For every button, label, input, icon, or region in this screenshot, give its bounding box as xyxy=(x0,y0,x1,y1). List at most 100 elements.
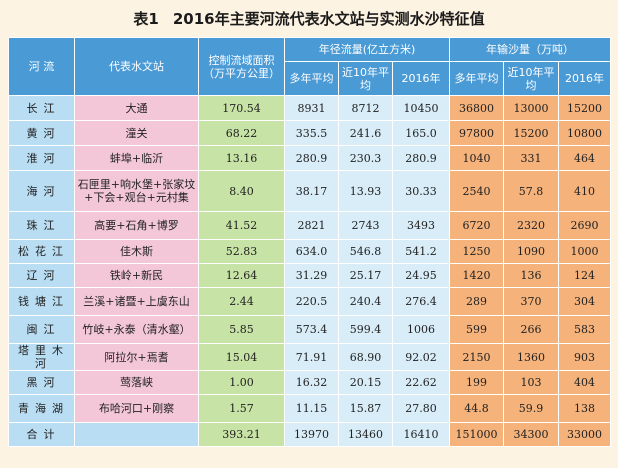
runoff-2016: 3493 xyxy=(392,211,450,240)
basin-area: 52.83 xyxy=(198,239,285,264)
table-row: 黑河 莺落峡 1.00 16.32 20.15 22.62 199 103 40… xyxy=(8,370,612,395)
basin-area: 13.16 xyxy=(198,145,285,171)
header-sediment-2016: 2016年 xyxy=(557,61,612,96)
sediment-avg: 44.8 xyxy=(449,394,504,423)
runoff-10yr: 20.15 xyxy=(338,370,393,395)
sediment-10yr: 136 xyxy=(503,263,559,288)
basin-area: 1.00 xyxy=(198,370,285,395)
runoff-avg: 2821 xyxy=(284,211,339,240)
runoff-10yr: 8712 xyxy=(338,95,393,121)
runoff-avg: 11.15 xyxy=(284,394,339,423)
header-sediment: 年输沙量（万吨） xyxy=(448,37,612,62)
header-river: 河 流 xyxy=(8,37,75,96)
sediment-avg: 36800 xyxy=(449,95,504,121)
sediment-avg: 1040 xyxy=(449,145,504,171)
station-name: 潼关 xyxy=(74,120,199,146)
runoff-avg: 8931 xyxy=(284,95,339,121)
sediment-2016: 410 xyxy=(557,170,612,212)
river-name: 钱塘江 xyxy=(8,287,75,316)
station-name: 布哈河口+刚察 xyxy=(74,394,199,423)
station-name: 石匣里+响水堡+张家坟+下会+观台+元村集 xyxy=(74,170,199,212)
station-name: 兰溪+诸暨+上虞东山 xyxy=(74,287,199,316)
runoff-avg: 16.32 xyxy=(284,370,339,395)
total-sediment-10yr: 34300 xyxy=(503,422,559,447)
river-name: 淮河 xyxy=(8,145,75,171)
sediment-avg: 97800 xyxy=(449,120,504,146)
sediment-10yr: 59.9 xyxy=(503,394,559,423)
table-row: 辽河 铁岭+新民 12.64 31.29 25.17 24.95 1420 13… xyxy=(8,263,612,288)
sediment-2016: 138 xyxy=(557,394,612,423)
river-name: 塔里木河 xyxy=(8,343,75,371)
sediment-avg: 1420 xyxy=(449,263,504,288)
runoff-avg: 220.5 xyxy=(284,287,339,316)
sediment-10yr: 1360 xyxy=(503,343,559,371)
sediment-10yr: 103 xyxy=(503,370,559,395)
sediment-avg: 199 xyxy=(449,370,504,395)
basin-area: 41.52 xyxy=(198,211,285,240)
runoff-10yr: 240.4 xyxy=(338,287,393,316)
runoff-10yr: 13.93 xyxy=(338,170,393,212)
sediment-avg: 1250 xyxy=(449,239,504,264)
total-sediment-2016: 33000 xyxy=(557,422,612,447)
total-runoff-2016: 16410 xyxy=(392,422,450,447)
river-name: 闽江 xyxy=(8,315,75,344)
sediment-avg: 2150 xyxy=(449,343,504,371)
sediment-2016: 15200 xyxy=(557,95,612,121)
runoff-2016: 27.80 xyxy=(392,394,450,423)
total-row: 合计 393.21 13970 13460 16410 151000 34300… xyxy=(8,422,612,447)
basin-area: 15.04 xyxy=(198,343,285,371)
sediment-2016: 304 xyxy=(557,287,612,316)
header-sediment-10yr: 近10年平均 xyxy=(503,61,559,96)
runoff-avg: 280.9 xyxy=(284,145,339,171)
basin-area: 8.40 xyxy=(198,170,285,212)
runoff-2016: 10450 xyxy=(392,95,450,121)
river-name: 长江 xyxy=(8,95,75,121)
total-runoff-avg: 13970 xyxy=(284,422,339,447)
basin-area: 170.54 xyxy=(198,95,285,121)
table-row: 长江 大通 170.54 8931 8712 10450 36800 13000… xyxy=(8,95,612,121)
runoff-2016: 24.95 xyxy=(392,263,450,288)
table-number: 表1 xyxy=(133,10,159,28)
river-name: 青海湖 xyxy=(8,394,75,423)
total-area: 393.21 xyxy=(198,422,285,447)
sediment-2016: 404 xyxy=(557,370,612,395)
station-name: 阿拉尔+焉耆 xyxy=(74,343,199,371)
runoff-avg: 38.17 xyxy=(284,170,339,212)
table-row: 青海湖 布哈河口+刚察 1.57 11.15 15.87 27.80 44.8 … xyxy=(8,394,612,423)
runoff-2016: 92.02 xyxy=(392,343,450,371)
total-runoff-10yr: 13460 xyxy=(338,422,393,447)
runoff-avg: 573.4 xyxy=(284,315,339,344)
runoff-avg: 634.0 xyxy=(284,239,339,264)
station-name: 大通 xyxy=(74,95,199,121)
station-name: 佳木斯 xyxy=(74,239,199,264)
sediment-2016: 2690 xyxy=(557,211,612,240)
total-label: 合计 xyxy=(8,422,75,447)
table-caption: 2016年主要河流代表水文站与实测水沙特征值 xyxy=(172,10,485,28)
runoff-10yr: 2743 xyxy=(338,211,393,240)
total-sediment-avg: 151000 xyxy=(449,422,504,447)
sediment-10yr: 57.8 xyxy=(503,170,559,212)
runoff-10yr: 546.8 xyxy=(338,239,393,264)
header-runoff: 年径流量(亿立方米) xyxy=(284,37,450,62)
table-row: 珠江 高要+石角+博罗 41.52 2821 2743 3493 6720 23… xyxy=(8,211,612,240)
header-station: 代表水文站 xyxy=(74,37,199,96)
runoff-2016: 22.62 xyxy=(392,370,450,395)
sediment-2016: 1000 xyxy=(557,239,612,264)
table-row: 闽江 竹岐+永泰（清水壑） 5.85 573.4 599.4 1006 599 … xyxy=(8,315,612,344)
table-row: 钱塘江 兰溪+诸暨+上虞东山 2.44 220.5 240.4 276.4 28… xyxy=(8,287,612,316)
runoff-10yr: 599.4 xyxy=(338,315,393,344)
sediment-avg: 599 xyxy=(449,315,504,344)
runoff-2016: 30.33 xyxy=(392,170,450,212)
header-area: 控制流域面积（万平方公里） xyxy=(198,37,285,96)
runoff-2016: 541.2 xyxy=(392,239,450,264)
table-row: 海河 石匣里+响水堡+张家坟+下会+观台+元村集 8.40 38.17 13.9… xyxy=(8,170,612,212)
runoff-10yr: 68.90 xyxy=(338,343,393,371)
river-name: 辽河 xyxy=(8,263,75,288)
runoff-10yr: 25.17 xyxy=(338,263,393,288)
river-name: 松花江 xyxy=(8,239,75,264)
table-row: 塔里木河 阿拉尔+焉耆 15.04 71.91 68.90 92.02 2150… xyxy=(8,343,612,371)
sediment-10yr: 15200 xyxy=(503,120,559,146)
sediment-2016: 124 xyxy=(557,263,612,288)
basin-area: 1.57 xyxy=(198,394,285,423)
hydrology-table: 河 流 代表水文站 控制流域面积（万平方公里） 年径流量(亿立方米) 年输沙量（… xyxy=(8,37,612,447)
